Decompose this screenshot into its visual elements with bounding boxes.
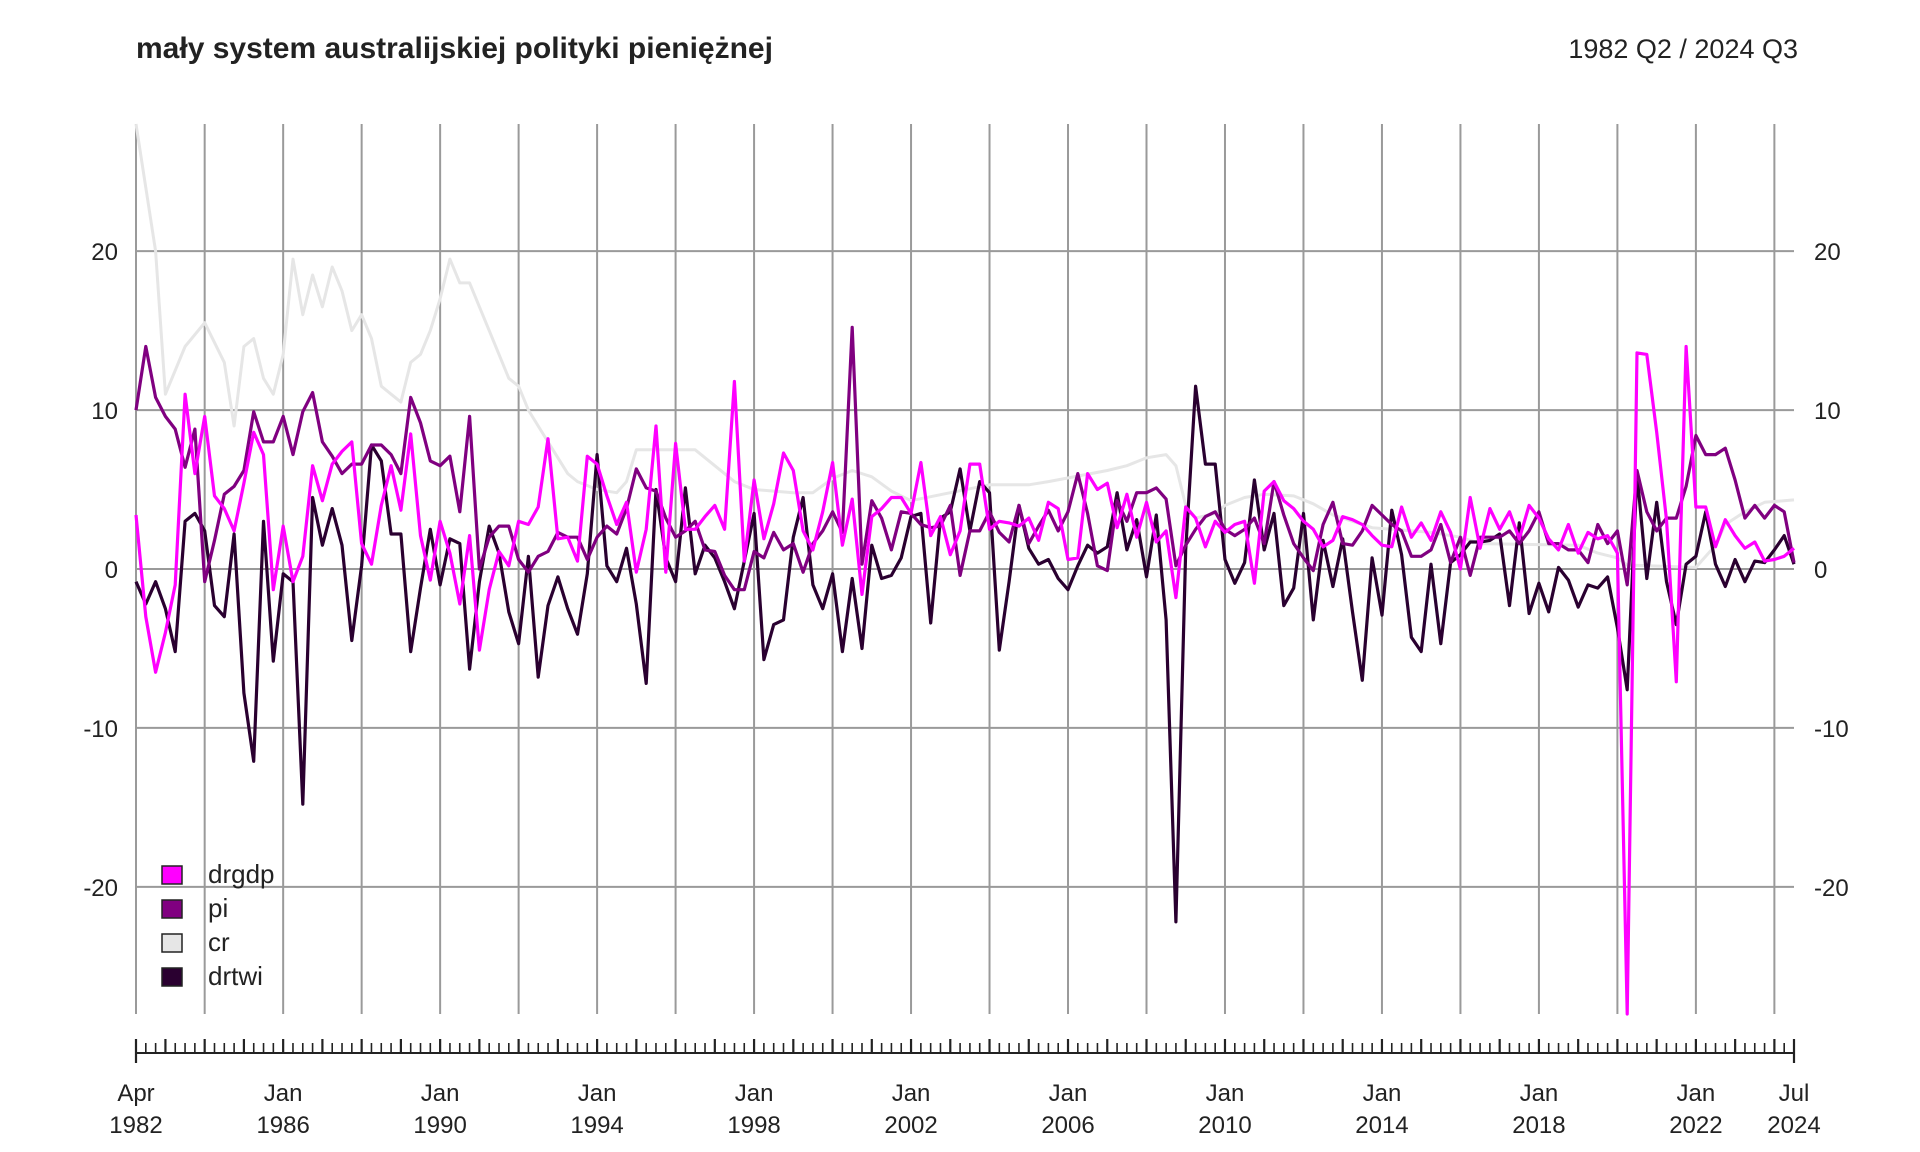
x-tick-label-year: 2014	[1355, 1112, 1408, 1139]
x-tick-label-month: Jan	[578, 1080, 617, 1107]
legend-swatch-pi	[161, 899, 183, 919]
x-tick-label-month: Jan	[1363, 1080, 1402, 1107]
x-tick-label-month: Jan	[892, 1080, 931, 1107]
legend-swatch-cr	[161, 933, 183, 953]
x-tick-label-year: 2002	[884, 1112, 937, 1139]
x-tick-label-month: Jul	[1779, 1080, 1810, 1107]
y-tick-label-right: 10	[1814, 398, 1841, 425]
series	[134, 123, 1796, 1016]
y-tick-label-right: 0	[1814, 557, 1827, 584]
x-tick-label-month: Jan	[1677, 1080, 1716, 1107]
x-tick-label-month: Apr	[117, 1080, 154, 1107]
legend: drgdp pi cr drtwi	[161, 859, 275, 991]
chart-period: 1982 Q2 / 2024 Q3	[1568, 34, 1798, 64]
x-tick-label-month: Jan	[1049, 1080, 1088, 1107]
series-line-cr	[134, 123, 1795, 569]
y-tick-label-right: -10	[1814, 716, 1849, 743]
grid	[135, 124, 1794, 1014]
x-tick-label-year: 1994	[570, 1112, 623, 1139]
y-tick-label-left: 0	[105, 557, 118, 584]
x-tick-label-year: 1982	[109, 1112, 162, 1139]
y-tick-label-left: 10	[91, 398, 118, 425]
y-tick-label-left: 20	[91, 239, 118, 266]
legend-label-pi: pi	[208, 893, 228, 923]
x-tick-label-year: 1998	[727, 1112, 780, 1139]
legend-swatch-drgdp	[161, 865, 183, 885]
legend-swatch-drtwi	[161, 967, 183, 987]
y-tick-label-left: -10	[83, 716, 118, 743]
legend-label-cr: cr	[208, 927, 230, 957]
legend-label-drgdp: drgdp	[208, 859, 275, 889]
x-tick-label-year: 1986	[256, 1112, 309, 1139]
x-tick-label-year: 2018	[1512, 1112, 1565, 1139]
x-tick-label-year: 2010	[1198, 1112, 1251, 1139]
x-tick-label-month: Jan	[264, 1080, 303, 1107]
x-tick-label-year: 2024	[1767, 1112, 1820, 1139]
x-tick-label-year: 2006	[1041, 1112, 1094, 1139]
x-tick-label-year: 1990	[413, 1112, 466, 1139]
y-tick-label-right: 20	[1814, 239, 1841, 266]
y-tick-label-right: -20	[1814, 875, 1849, 902]
x-tick-label-month: Jan	[1520, 1080, 1559, 1107]
x-tick-label-month: Jan	[421, 1080, 460, 1107]
series-line-drtwi	[134, 384, 1796, 924]
axes: -20 -20 -10 -10 0 0 10 10 20 20 Apr 1982 Jan 1986 Jan 1…	[83, 239, 1848, 1139]
legend-label-drtwi: drtwi	[208, 961, 263, 991]
y-tick-label-left: -20	[83, 875, 118, 902]
series-line-drgdp	[134, 344, 1796, 1016]
x-tick-label-month: Jan	[735, 1080, 774, 1107]
x-tick-label-year: 2022	[1669, 1112, 1722, 1139]
series-line-pi	[134, 325, 1796, 592]
x-tick-label-month: Jan	[1206, 1080, 1245, 1107]
chart-title: mały system australijskiej polityki pien…	[136, 32, 773, 65]
